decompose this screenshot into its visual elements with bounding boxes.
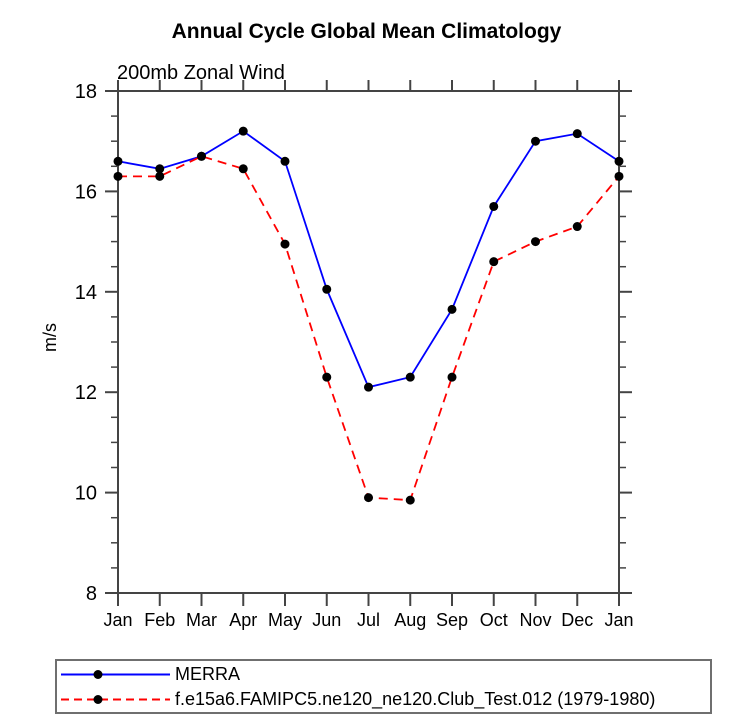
model-line-swatch-icon (61, 694, 170, 704)
svg-text:Mar: Mar (186, 610, 217, 630)
svg-text:Aug: Aug (394, 610, 426, 630)
svg-text:12: 12 (75, 382, 97, 404)
svg-text:14: 14 (75, 282, 97, 304)
legend-item-model: f.e15a6.FAMIPC5.ne120_ne120.Club_Test.01… (60, 687, 710, 711)
svg-text:Jan: Jan (604, 610, 633, 630)
svg-text:Apr: Apr (229, 610, 257, 630)
merra-line-swatch-icon (61, 669, 170, 679)
svg-text:May: May (268, 610, 302, 630)
svg-text:Dec: Dec (561, 610, 593, 630)
svg-text:10: 10 (75, 483, 97, 505)
legend-label-merra: MERRA (175, 663, 241, 684)
plot-area: Jan Feb Mar Apr May Jun Jul Aug Sep Oct Nov Dec Jan 8… (75, 80, 634, 630)
legend-label-model: f.e15a6.FAMIPC5.ne120_ne120.Club_Test.01… (175, 688, 656, 709)
svg-text:16: 16 (75, 181, 97, 203)
svg-text:Jun: Jun (312, 610, 341, 630)
svg-text:18: 18 (75, 81, 97, 103)
chart-title: Annual Cycle Global Mean Climatology (171, 20, 562, 43)
svg-text:Nov: Nov (519, 610, 551, 630)
svg-text:8: 8 (86, 583, 97, 605)
svg-text:Jul: Jul (357, 610, 380, 630)
legend-box: MERRA f.e15a6.FAMIPC5.ne120_ne120.Club_T… (55, 659, 712, 714)
svg-text:Oct: Oct (480, 610, 508, 630)
legend-item-merra: MERRA (60, 662, 710, 686)
svg-text:Sep: Sep (436, 610, 468, 630)
svg-text:Feb: Feb (144, 610, 175, 630)
chart-subtitle: 200mb Zonal Wind (117, 62, 285, 84)
svg-text:Jan: Jan (103, 610, 132, 630)
